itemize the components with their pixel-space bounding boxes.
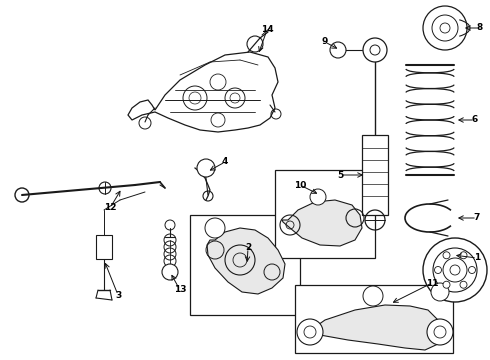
Circle shape (443, 281, 450, 288)
Circle shape (431, 283, 449, 301)
Polygon shape (128, 52, 278, 132)
Polygon shape (308, 305, 442, 350)
Polygon shape (207, 228, 285, 294)
Bar (190, 215, 300, 315)
Circle shape (435, 266, 441, 274)
Circle shape (330, 42, 346, 58)
Text: 4: 4 (222, 158, 228, 166)
Circle shape (310, 189, 326, 205)
Bar (295, 285, 453, 353)
Text: 5: 5 (337, 171, 343, 180)
Circle shape (363, 38, 387, 62)
Circle shape (423, 238, 487, 302)
Bar (96, 235, 112, 259)
Text: 8: 8 (477, 23, 483, 32)
Text: 10: 10 (294, 180, 306, 189)
Circle shape (162, 264, 178, 280)
Text: 6: 6 (472, 116, 478, 125)
Circle shape (197, 159, 215, 177)
Bar (362, 135, 388, 215)
Circle shape (460, 281, 467, 288)
Text: 1: 1 (474, 253, 480, 262)
Circle shape (205, 218, 225, 238)
Bar (275, 170, 375, 258)
Text: 2: 2 (245, 243, 251, 252)
Circle shape (468, 266, 475, 274)
Text: 7: 7 (474, 213, 480, 222)
Polygon shape (282, 200, 362, 246)
Text: 9: 9 (322, 37, 328, 46)
Circle shape (460, 252, 467, 259)
Text: 14: 14 (261, 26, 273, 35)
Text: 12: 12 (104, 203, 116, 212)
Circle shape (363, 286, 383, 306)
Circle shape (297, 319, 323, 345)
Circle shape (443, 252, 450, 259)
Text: 13: 13 (174, 285, 186, 294)
Text: 11: 11 (426, 279, 438, 288)
Text: 3: 3 (115, 291, 121, 300)
Circle shape (427, 319, 453, 345)
Circle shape (423, 6, 467, 50)
